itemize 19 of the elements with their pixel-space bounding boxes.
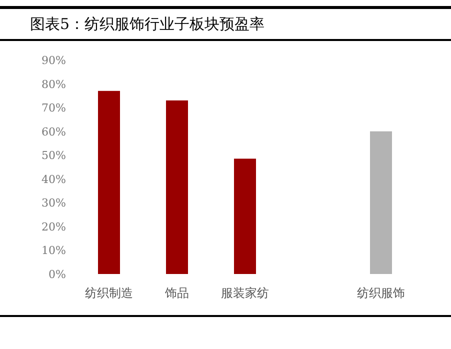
x-tick-label: 纺织服饰 (357, 286, 405, 300)
bar (98, 90, 120, 274)
x-tick-label: 纺织制造 (85, 286, 133, 300)
bar (234, 158, 256, 274)
x-tick-label: 饰品 (164, 286, 189, 300)
y-tick-label: 0% (48, 268, 66, 281)
bar (370, 131, 392, 274)
y-tick-label: 40% (42, 172, 66, 186)
x-tick-label: 服装家纺 (221, 286, 269, 300)
y-tick-label: 20% (42, 220, 66, 234)
y-tick-label: 30% (42, 196, 66, 210)
bar (166, 100, 188, 274)
chart-title: 图表5：纺织服饰行业子板块预盈率 (30, 15, 265, 33)
y-tick-label: 70% (42, 102, 66, 115)
y-tick-label: 60% (42, 125, 66, 138)
y-tick-label: 90% (42, 54, 66, 67)
y-tick-label: 10% (42, 244, 66, 258)
y-tick-label: 50% (42, 149, 66, 162)
y-tick-label: 80% (42, 78, 66, 91)
